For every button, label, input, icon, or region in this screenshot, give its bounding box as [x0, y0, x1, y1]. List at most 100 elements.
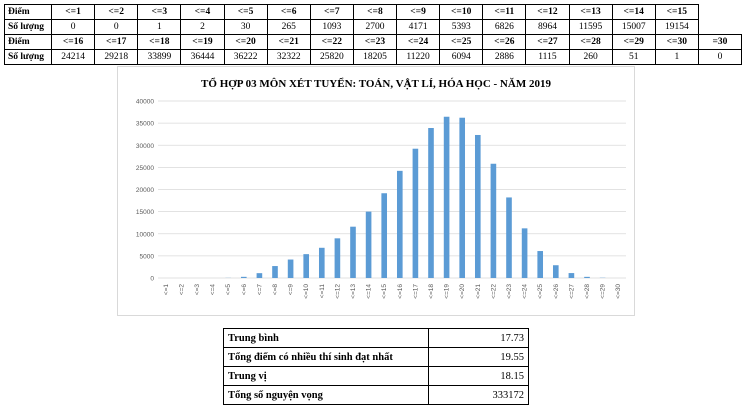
x-tick-label: <=20 — [459, 284, 466, 299]
score-bin-cell: <=29 — [611, 34, 656, 50]
count-cell: 32322 — [266, 49, 311, 65]
x-tick-label: <=13 — [350, 284, 357, 299]
count-cell: 0 — [50, 19, 96, 35]
score-bin-cell: <=18 — [137, 34, 182, 50]
count-cell: 1 — [654, 49, 699, 65]
bar — [318, 247, 325, 278]
x-tick-label: <=2 — [178, 284, 185, 296]
score-bin-cell: <=25 — [439, 34, 484, 50]
bar — [506, 197, 512, 278]
bar — [334, 238, 341, 278]
bar — [396, 170, 403, 278]
score-bin-cell: <=27 — [525, 34, 570, 50]
bar — [428, 128, 434, 278]
score-bin-cell: <=17 — [94, 34, 139, 50]
x-tick-label: <=14 — [366, 284, 373, 299]
x-tick-label: <=11 — [319, 284, 326, 299]
y-tick-label: 25000 — [136, 165, 154, 172]
count-cell: 4171 — [395, 19, 441, 35]
x-tick-label: <=1 — [163, 284, 170, 296]
bar — [459, 117, 466, 278]
count-cell: 6826 — [482, 19, 527, 35]
x-tick-label: <=27 — [568, 284, 575, 299]
x-tick-label: <=17 — [412, 284, 419, 299]
score-bin-cell: =30 — [697, 34, 743, 50]
bar — [474, 134, 481, 278]
score-distribution-table: Điểm <=1 <=2 <=3 <=4 <=5 <=6 <=7 <=8 <=9 <=10 <=11 <… — [4, 4, 743, 65]
score-bin-cell: <=26 — [482, 34, 527, 50]
y-tick-label: 35000 — [136, 121, 154, 128]
score-bin-cell: <=15 — [654, 4, 699, 20]
count-cell: 2886 — [482, 49, 527, 65]
x-tick-label: <=7 — [256, 284, 263, 296]
score-bin-cell: <=21 — [266, 34, 311, 50]
y-tick-label: 0 — [150, 276, 154, 283]
gridlines — [158, 100, 626, 279]
score-bin-cell: <=22 — [309, 34, 354, 50]
summary-stats-table: Trung bình 17.73 Tổng điểm có nhiều thí si… — [223, 328, 529, 405]
count-cell: 11595 — [568, 19, 613, 35]
stats-value: 18.15 — [428, 366, 529, 386]
score-bin-cell: <=23 — [352, 34, 398, 50]
count-cell: 1093 — [309, 19, 354, 35]
row-label: Số lượng — [4, 19, 52, 35]
chart-panel: TỔ HỢP 03 MÔN XÉT TUYỂN: TOÁN, VẬT LÍ, H… — [117, 66, 635, 316]
bar — [584, 276, 590, 278]
x-tick-label: <=16 — [397, 284, 404, 299]
x-tick-label: <=5 — [225, 284, 232, 296]
count-cell: 1115 — [525, 49, 570, 65]
score-bin-cell: <=4 — [180, 4, 225, 20]
bar — [256, 273, 263, 278]
count-cell: 18205 — [352, 49, 398, 65]
x-tick-label: <=9 — [288, 284, 295, 296]
score-bin-cell: <=7 — [309, 4, 354, 20]
x-axis-tick-labels: <=1 <=2 <=3 <=4 <=5 <=6 <=7 <=8 <=9 <=10 <=11 <=12 <… — [163, 284, 622, 299]
score-bin-cell: <=8 — [352, 4, 398, 20]
score-bin-cell: <=13 — [568, 4, 613, 20]
count-cell: 19154 — [654, 19, 699, 35]
count-cell: 30 — [223, 19, 268, 35]
score-bin-cell: <=1 — [50, 4, 96, 20]
bar — [568, 273, 575, 278]
stats-table-body: Trung bình 17.73 Tổng điểm có nhiều thí si… — [223, 328, 529, 405]
score-bin-cell: <=11 — [482, 4, 527, 20]
bar — [521, 228, 528, 278]
y-tick-label: 40000 — [136, 99, 154, 106]
x-tick-label: <=24 — [522, 284, 529, 299]
count-cell: 25820 — [309, 49, 354, 65]
count-cell: 1 — [137, 19, 182, 35]
count-cell: 8964 — [525, 19, 570, 35]
count-cell: 260 — [568, 49, 613, 65]
count-cell: 36444 — [180, 49, 225, 65]
score-bin-cell: <=3 — [137, 4, 182, 20]
count-cell: 2 — [180, 19, 225, 35]
bar — [537, 251, 544, 278]
bar — [443, 116, 450, 278]
score-bin-cell: <=14 — [611, 4, 656, 20]
count-cell: 0 — [94, 19, 139, 35]
score-bin-cell: <=30 — [654, 34, 699, 50]
count-cell: 29218 — [94, 49, 139, 65]
bar — [303, 254, 310, 278]
score-bin-cell: <=10 — [439, 4, 484, 20]
score-table-body: Điểm <=1 <=2 <=3 <=4 <=5 <=6 <=7 <=8 <=9 <=10 <=11 <… — [4, 4, 743, 65]
stats-label: Trung vị — [223, 366, 429, 386]
y-tick-label: 10000 — [136, 231, 154, 238]
score-bin-cell: <=24 — [395, 34, 441, 50]
x-tick-label: <=28 — [584, 284, 591, 299]
bar — [490, 163, 497, 278]
bar — [272, 266, 278, 278]
x-tick-label: <=25 — [537, 284, 544, 299]
count-cell: 6094 — [439, 49, 484, 65]
count-cell: 24214 — [50, 49, 96, 65]
stats-value: 333172 — [428, 385, 529, 405]
count-cell: 2700 — [352, 19, 398, 35]
bars — [209, 116, 606, 278]
score-bin-cell: <=28 — [568, 34, 613, 50]
score-bin-cell: <=2 — [94, 4, 139, 20]
stats-row: Trung bình 17.73 — [223, 328, 529, 348]
y-tick-label: 20000 — [136, 187, 154, 194]
bar — [552, 265, 559, 278]
x-tick-label: <=3 — [194, 284, 201, 296]
count-cell: 265 — [266, 19, 311, 35]
